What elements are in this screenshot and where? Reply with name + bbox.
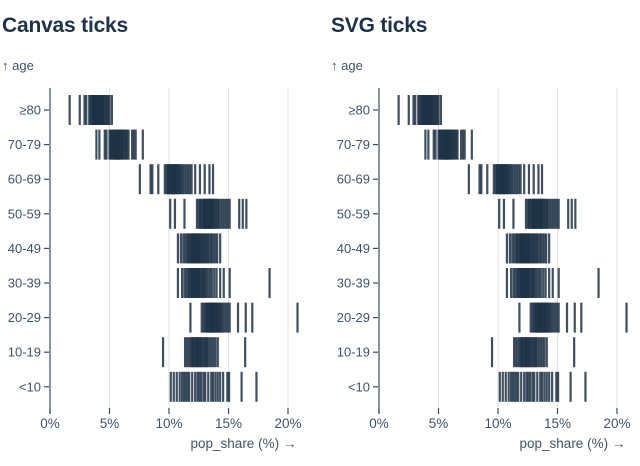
row-label: 60-69 bbox=[8, 172, 41, 187]
row-label: 20-29 bbox=[337, 310, 370, 325]
row-label: 40-49 bbox=[337, 241, 370, 256]
x-tick-label: 20% bbox=[274, 416, 301, 431]
x-axis-title: pop_share (%) → bbox=[191, 436, 297, 451]
row-label: 70-79 bbox=[337, 137, 370, 152]
chart-title-canvas: Canvas ticks bbox=[2, 14, 129, 37]
y-axis-label-svg: ↑ age bbox=[331, 58, 363, 73]
svg-ticks-plot: ≥80 70-79 60-69 50-59 40-49 30-39 20-29 10-19 <1… bbox=[337, 88, 631, 451]
x-tick-label: 5% bbox=[429, 416, 449, 431]
x-tick-label: 10% bbox=[484, 416, 511, 431]
row-label: ≥80 bbox=[19, 103, 41, 118]
row-label: <10 bbox=[348, 379, 370, 394]
row-label: 10-19 bbox=[337, 345, 370, 360]
row-label: 10-19 bbox=[8, 345, 41, 360]
row-label: 20-29 bbox=[8, 310, 41, 325]
y-axis-label-canvas: ↑ age bbox=[2, 58, 34, 73]
chart-svg-ticks: SVG ticks ↑ age ≥80 70-79 60-69 50-59 40-49 3… bbox=[329, 0, 640, 466]
x-tick-label: 15% bbox=[215, 416, 242, 431]
chart-canvas-ticks: Canvas ticks ↑ age ≥80 70-79 60-69 50-59 40-… bbox=[2, 14, 302, 451]
row-label: 50-59 bbox=[8, 206, 41, 221]
row-label: <10 bbox=[19, 379, 41, 394]
chart-title-svg: SVG ticks bbox=[331, 14, 428, 37]
row-label: 30-39 bbox=[337, 276, 370, 291]
row-label: 40-49 bbox=[8, 241, 41, 256]
x-tick-label: 15% bbox=[544, 416, 571, 431]
x-tick-label: 0% bbox=[369, 416, 389, 431]
row-label: 60-69 bbox=[337, 172, 370, 187]
x-tick-label: 0% bbox=[40, 416, 60, 431]
x-axis-title: pop_share (%) → bbox=[520, 436, 626, 451]
x-tick-label: 5% bbox=[100, 416, 120, 431]
x-tick-label: 10% bbox=[155, 416, 182, 431]
canvas-ticks-plot: ≥80 70-79 60-69 50-59 40-49 30-39 20-29 10-19 <1… bbox=[8, 88, 302, 451]
row-label: 30-39 bbox=[8, 276, 41, 291]
row-label: 70-79 bbox=[8, 137, 41, 152]
row-label: ≥80 bbox=[348, 103, 370, 118]
row-label: 50-59 bbox=[337, 206, 370, 221]
x-tick-label: 20% bbox=[603, 416, 630, 431]
